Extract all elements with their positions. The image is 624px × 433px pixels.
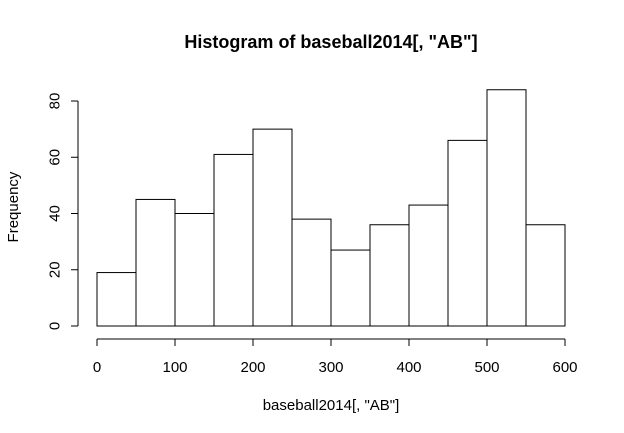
y-tick-label: 60 [46, 149, 63, 166]
x-axis-label: baseball2014[, "AB"] [263, 397, 400, 414]
histogram-bar [252, 128, 293, 327]
x-tick-label: 300 [318, 359, 343, 376]
x-tick-label: 500 [474, 359, 499, 376]
chart-title: Histogram of baseball2014[, "AB"] [184, 32, 477, 52]
y-tick-label: 0 [46, 322, 63, 330]
x-tick-label: 200 [240, 359, 265, 376]
histogram-bar [408, 204, 449, 327]
histogram-bar [486, 89, 527, 327]
histogram-bar [330, 249, 371, 327]
histogram-bar [369, 224, 410, 327]
x-tick-label: 400 [396, 359, 421, 376]
histogram-bar [135, 198, 176, 327]
x-axis: 0 100 200 300 400 500 600 [93, 338, 578, 376]
y-tick-label: 20 [46, 261, 63, 278]
histogram-bar [525, 224, 566, 327]
histogram-bar [213, 153, 254, 327]
y-tick-label: 80 [46, 93, 63, 110]
histogram-bar [291, 218, 332, 327]
y-axis-label: Frequency [5, 171, 22, 242]
histogram-bar [174, 213, 215, 327]
x-tick-label: 100 [162, 359, 187, 376]
bars-group [96, 89, 566, 327]
x-tick-label: 0 [93, 359, 101, 376]
y-tick-label: 40 [46, 205, 63, 222]
histogram-bar [96, 272, 137, 327]
x-tick-label: 600 [552, 359, 577, 376]
y-axis: 0 20 40 60 80 [46, 93, 79, 330]
histogram-bar [447, 139, 488, 327]
